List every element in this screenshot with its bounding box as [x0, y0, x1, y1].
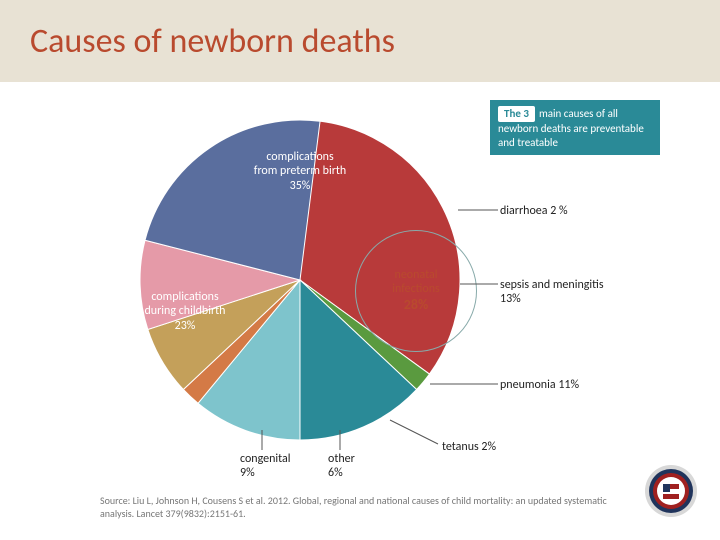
outer-label-7: congenital [240, 452, 291, 466]
callout-badge: The 3 [498, 106, 535, 122]
childbirth-line1: complications [151, 290, 218, 304]
callout-box: The 3main causes of all newborn deaths a… [490, 100, 660, 155]
outer-label-6: 6% [328, 466, 343, 480]
peace-corps-logo [644, 464, 698, 518]
outer-label-8: 9% [240, 466, 255, 480]
childbirth-pct: 23% [175, 319, 196, 333]
outer-label-3: pneumonia 11% [500, 378, 579, 392]
preterm-line2: from preterm birth [254, 164, 346, 178]
outer-label-5: other [328, 452, 355, 466]
childbirth-line2: during childbirth [145, 304, 226, 318]
preterm-label: complications from preterm birth 35% [220, 150, 380, 193]
outer-label-0: diarrhoea 2 % [500, 204, 568, 218]
outer-label-1: sepsis and meningitis [500, 278, 604, 292]
page-title: Causes of newborn deaths [30, 21, 395, 62]
preterm-pct: 35% [290, 179, 311, 193]
outer-label-4: tetanus 2% [442, 440, 496, 454]
source-citation: Source: Liu L, Johnson H, Cousens S et a… [100, 494, 630, 520]
preterm-line1: complications [266, 150, 333, 164]
childbirth-label: complications during childbirth 23% [115, 290, 255, 333]
outer-label-2: 13% [500, 292, 521, 306]
title-band: Causes of newborn deaths [0, 0, 720, 82]
